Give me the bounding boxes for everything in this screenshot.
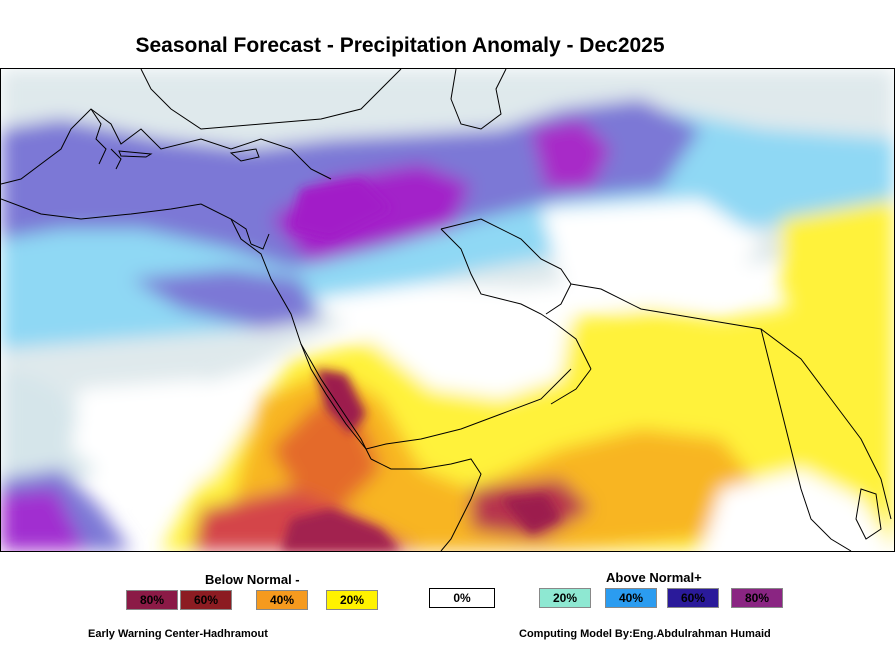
legend-swatch-above-20: 20%: [539, 588, 591, 608]
map-title: Seasonal Forecast - Precipitation Anomal…: [135, 34, 665, 57]
coastlines: [1, 69, 892, 551]
legend-swatch-above-40: 40%: [605, 588, 657, 608]
footer-source: Early Warning Center-Hadhramout: [88, 628, 268, 640]
legend-swatch-above-80: 80%: [731, 588, 783, 608]
legend-swatch-neutral: 0%: [429, 588, 495, 608]
precipitation-anomaly-map: [0, 68, 895, 552]
above-normal-label: Above Normal+: [606, 570, 702, 585]
footer-credit: Computing Model By:Eng.Abdulrahman Humai…: [519, 628, 771, 640]
legend-swatch-below-40: 40%: [256, 590, 308, 610]
anomaly-cores: [281, 179, 561, 551]
legend-swatch-below-80: 80%: [126, 590, 178, 610]
legend-swatch-above-60: 60%: [667, 588, 719, 608]
legend-swatch-below-20: 20%: [326, 590, 378, 610]
anomaly-field: [1, 69, 894, 551]
legend-swatch-below-60: 60%: [180, 590, 232, 610]
below-normal-label: Below Normal -: [205, 572, 300, 587]
